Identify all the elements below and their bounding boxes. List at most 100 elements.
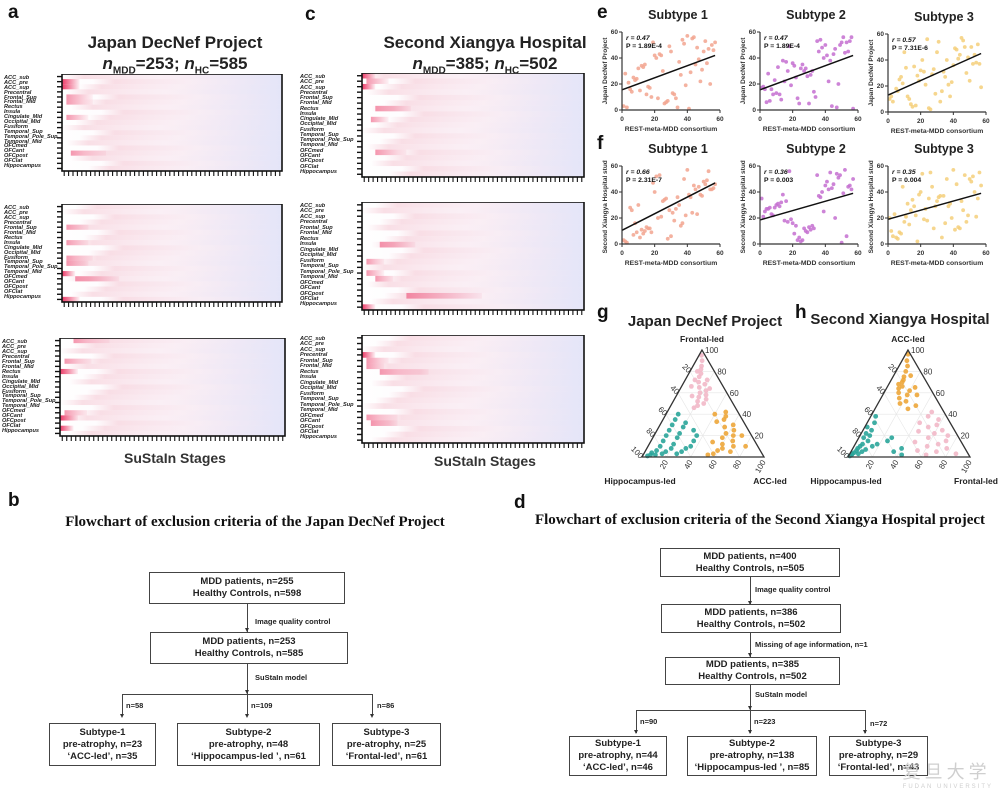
ternary-point (863, 447, 869, 452)
scatter-point (695, 45, 700, 50)
heatmap-row-label: ACC_pre (4, 79, 28, 86)
heatmap-row (60, 363, 285, 369)
scatter-point (920, 58, 925, 62)
scatter-point (698, 79, 703, 84)
heatmap-cell (379, 241, 416, 248)
heatmap-row (62, 209, 282, 215)
heatmap-row-label: Temporal_Pole_Sup (4, 264, 58, 271)
scatter-point (933, 91, 938, 96)
scatter-point (928, 107, 933, 112)
heatmap-row-label: ACC_pre (300, 79, 324, 86)
y-axis-label: Second Xiangya Hospital study (602, 160, 609, 253)
heatmap-cell (362, 73, 376, 79)
heatmap-row-label: Fusiform (2, 388, 26, 395)
heatmap-row (60, 394, 285, 400)
heatmap-row (362, 420, 584, 426)
heatmap-row (362, 431, 584, 438)
ternary-point (720, 441, 725, 447)
heatmap-row-label: Temporal_Sup (2, 393, 41, 400)
scatter-point (953, 227, 957, 232)
heatmap-row-label: Temporal_Pole_Sup (4, 133, 58, 140)
scatter-title: Subtype 1 (648, 8, 708, 22)
scatter-point (971, 62, 975, 66)
scatter-point (805, 74, 810, 79)
scatter-point (693, 187, 698, 192)
y-tick-label: 60 (749, 163, 757, 170)
heatmap-row-label: Precentral (4, 89, 32, 96)
scatter-point (761, 214, 766, 219)
scatter-point (891, 99, 895, 104)
x-tick-label: 0 (758, 250, 762, 257)
panel-label-g: g (597, 302, 609, 323)
x-tick-label: 0 (886, 118, 890, 125)
scatter-point (966, 213, 970, 218)
heatmap-row (362, 89, 584, 95)
scatter-point (797, 101, 802, 106)
ternary-point (703, 396, 709, 402)
heatmap-row-label: OFCmed (2, 408, 26, 415)
heatmap-row-label: Hippocampus (2, 428, 39, 435)
heatmap-row (362, 437, 584, 443)
scatter-point (940, 235, 944, 240)
ternary-point (873, 413, 879, 419)
ternary-point (692, 377, 698, 383)
heatmap-row (362, 275, 584, 282)
ternary-point (917, 420, 923, 426)
heatmap-subtype-2 (357, 202, 585, 315)
heatmap-row-label: Temporal_Sup (300, 263, 339, 270)
ternary-point (695, 403, 701, 409)
heatmap-row-label: OFCmed (300, 279, 324, 286)
ternary-point (908, 373, 914, 379)
scatter-point (967, 78, 972, 83)
scatter-point (825, 179, 829, 184)
flowchart-b-branch-n: n=109 (251, 701, 273, 710)
heatmap-row-label: ACC_pre (300, 341, 324, 348)
x-axis-label: REST-meta-MDD consortium (625, 126, 718, 133)
heatmap-row-label: Rectus (300, 235, 319, 242)
heatmap-row (62, 109, 282, 115)
scatter-point (665, 236, 670, 241)
ternary-point (944, 446, 950, 451)
heatmap-cell (406, 292, 482, 299)
heatmap-row (62, 224, 282, 230)
scatter-point (672, 92, 677, 97)
ternary-plot-h: 202020404040606060808080100100100ACC-led… (810, 334, 998, 486)
heatmap-row (62, 255, 282, 261)
heatmap-row-label: ACC_pre (2, 343, 26, 350)
heatmap-row-label: Cingulate_Mid (300, 379, 339, 386)
heatmap-row (62, 140, 282, 146)
scatter-point (977, 62, 982, 66)
scatter-point (695, 212, 700, 216)
flowchart-d-box-subtype-3: Subtype-3 pre-atrophy, n=29 ‘Frontal-led’,… (829, 736, 928, 776)
scatter-point (665, 99, 670, 103)
scatter-point (907, 97, 912, 101)
heatmap-row (362, 346, 584, 353)
arrow-down-icon (120, 714, 124, 718)
scatter-point (800, 62, 805, 67)
scatter-point (829, 186, 834, 190)
heatmap-row (362, 122, 584, 128)
ternary-point (719, 435, 725, 441)
scatter-point (972, 190, 977, 194)
x-axis-label: REST-meta-MDD consortium (763, 126, 856, 133)
flowchart-b-branch-n: n=86 (377, 701, 395, 710)
scatter-point (685, 34, 690, 38)
scatter-point (667, 208, 672, 213)
heatmap-cell (66, 94, 93, 100)
flowchart-b-step-qc: Image quality control (255, 617, 331, 626)
heatmap-row-label: Fusiform (300, 257, 324, 264)
heatmap-row-label: Insula (4, 239, 21, 246)
heatmap-row (362, 369, 584, 375)
heatmap-cell (62, 79, 80, 85)
p-value: P = 7.31E-6 (892, 45, 928, 52)
scatter-point (670, 210, 675, 215)
flowchart-b-connector (247, 604, 248, 632)
ternary-point (659, 451, 665, 457)
scatter-point (931, 226, 936, 231)
ternary-point (899, 452, 905, 458)
scatter-point (626, 80, 631, 85)
scatter-title: Subtype 1 (648, 142, 708, 156)
ternary-point (739, 433, 745, 438)
scatter-point (669, 234, 673, 239)
ternary-point (704, 377, 710, 383)
